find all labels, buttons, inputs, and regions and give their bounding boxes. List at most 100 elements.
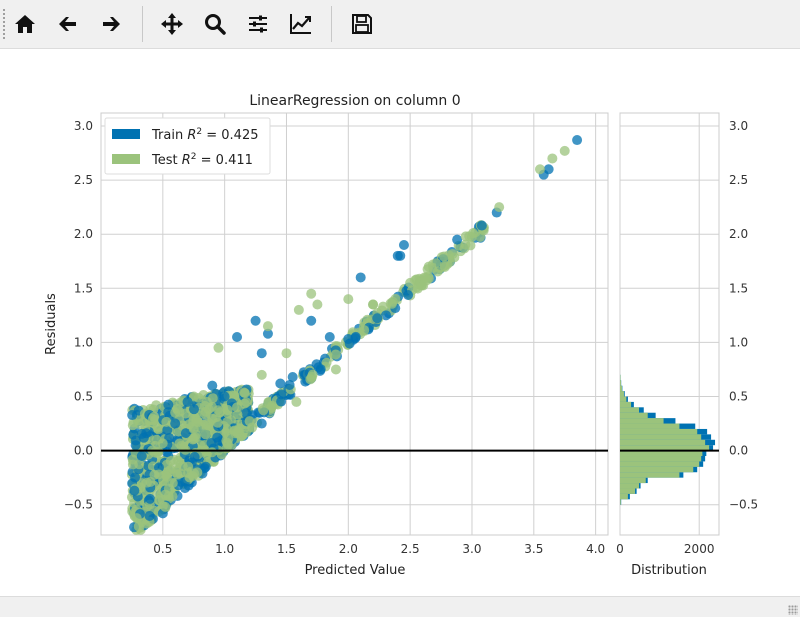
x-tick-label: 2.5 [401,542,420,556]
histogram-test-bar [620,494,628,499]
x-tick-label: 1.0 [215,542,234,556]
histogram-test-bar [620,456,701,461]
histogram-y-tick-label: −0.5 [729,498,758,512]
y-tick-label: 2.5 [74,173,93,187]
train-point [572,135,582,145]
test-point [160,502,170,512]
save-icon [349,11,375,37]
test-point [132,513,142,523]
y-tick-label: 1.5 [74,281,93,295]
test-point [240,388,250,398]
train-point [190,452,200,462]
test-point [535,164,545,174]
test-point [145,477,155,487]
test-point [153,424,163,434]
train-point [306,316,316,326]
histogram-x-label: Distribution [631,563,707,578]
test-point [128,460,138,470]
histogram-y-tick-label: 1.5 [729,281,748,295]
toolbar-grip[interactable] [2,8,6,40]
train-point [212,433,222,443]
legend-train-label: Train R2 = 0.425 [151,127,258,143]
save-button[interactable] [345,7,379,41]
home-button[interactable] [8,7,42,41]
train-point [276,397,286,407]
train-point [325,332,335,342]
train-point [145,494,155,504]
sliders-icon [245,11,271,37]
forward-button[interactable] [94,7,128,41]
train-point [452,235,462,245]
train-point [129,486,139,496]
test-point [281,348,291,358]
back-button[interactable] [51,7,85,41]
y-tick-label: −0.5 [64,498,93,512]
home-icon [12,11,38,37]
toolbar [0,0,800,49]
toolbar-separator [331,6,332,42]
histogram-test-bar [620,402,631,407]
test-point [183,462,193,472]
x-tick-label: 0.5 [153,542,172,556]
customize-button[interactable] [284,7,318,41]
y-tick-label: 0.0 [74,444,93,458]
histogram-y-tick-label: 0.0 [729,444,748,458]
test-point [494,202,504,212]
train-point [170,419,180,429]
histogram-test-bar [620,488,635,493]
train-point [207,381,217,391]
train-point [257,348,267,358]
zoom-icon [202,11,228,37]
test-point [368,300,378,310]
train-point [544,164,554,174]
test-point [405,278,415,288]
histogram-test-bar [620,386,622,391]
test-point [241,397,251,407]
test-point [267,401,277,411]
histogram-test-bar [620,391,624,396]
test-point [234,423,244,433]
test-point [433,266,443,276]
test-point [263,321,273,331]
test-point [291,397,301,407]
test-point [343,294,353,304]
train-point [403,290,413,300]
test-point [170,408,180,418]
y-tick-label: 0.5 [74,389,93,403]
train-point [477,221,487,231]
y-tick-label: 1.0 [74,335,93,349]
test-point [232,402,242,412]
histogram-test-bar [620,440,705,445]
legend-test-swatch [112,154,140,164]
x-tick-label: 2.0 [339,542,358,556]
x-tick-label: 1.5 [277,542,296,556]
test-point [258,405,268,415]
resize-grip[interactable] [788,605,798,615]
train-point [351,332,361,342]
train-point [275,379,285,389]
test-point [168,478,178,488]
test-point [203,420,213,430]
zoom-button[interactable] [198,7,232,41]
y-tick-label: 2.0 [74,227,93,241]
test-point [294,305,304,315]
test-point [213,343,223,353]
test-point [424,262,434,272]
test-point [184,472,194,482]
pan-button[interactable] [155,7,189,41]
arrow-right-icon [98,11,124,37]
train-point [183,397,193,407]
train-point [137,451,147,461]
arrow-left-icon [55,11,81,37]
test-point [312,300,322,310]
test-point [149,447,159,457]
test-point [161,417,171,427]
histogram-test-bar [620,461,699,466]
x-tick-label: 4.0 [586,542,605,556]
test-point [306,289,316,299]
test-point [387,299,397,309]
train-point [257,419,267,429]
subplots-button[interactable] [241,7,275,41]
train-point [372,313,382,323]
